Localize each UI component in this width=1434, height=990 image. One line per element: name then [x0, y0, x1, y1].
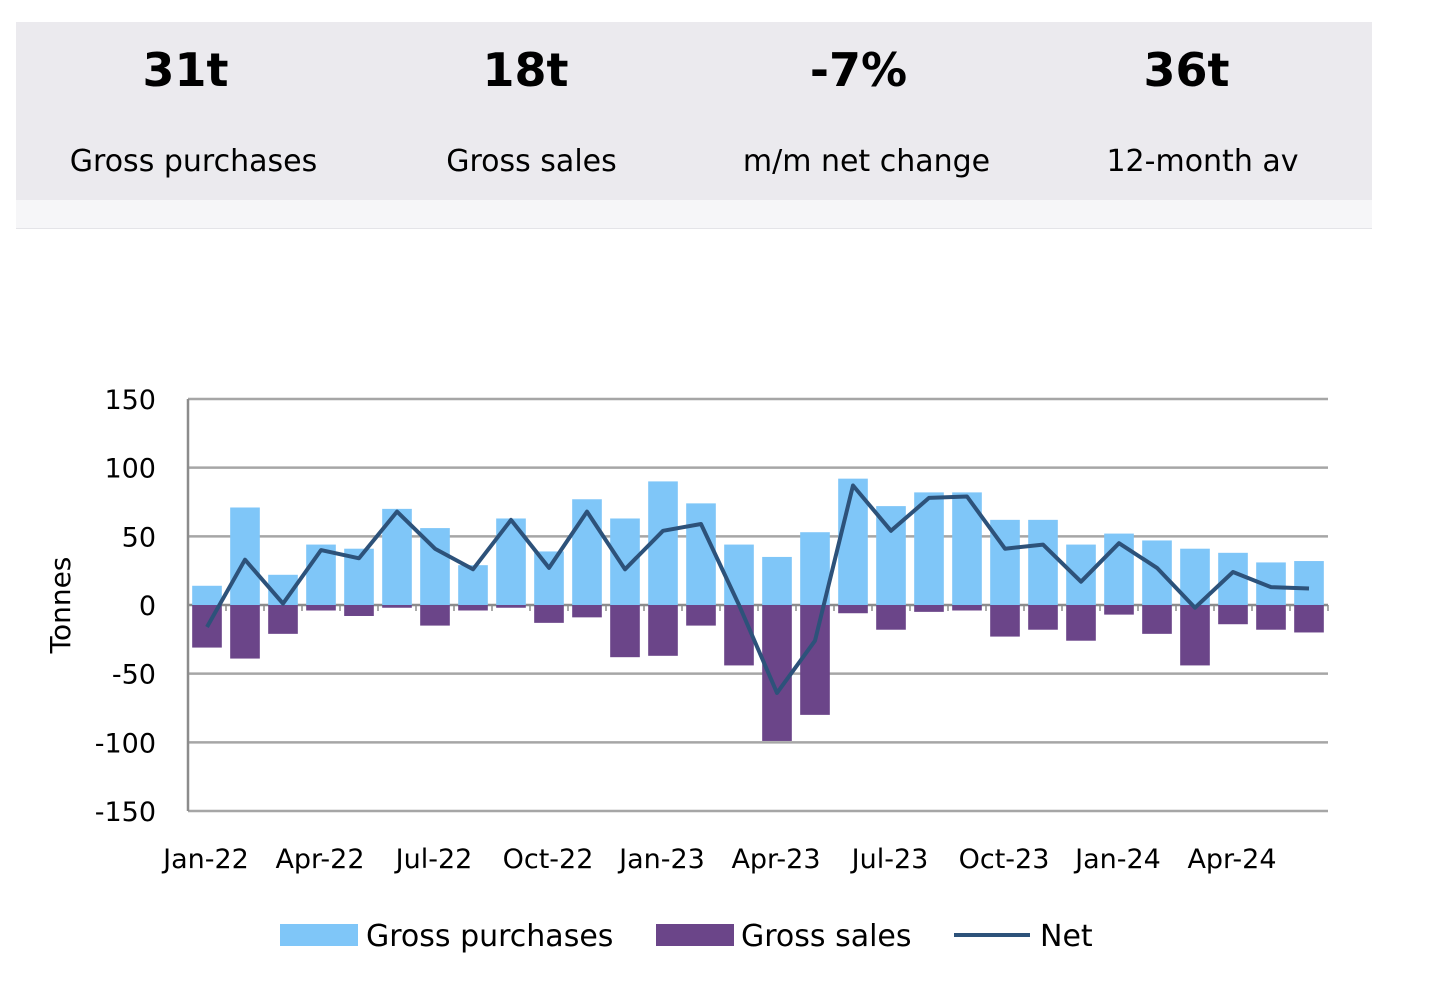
stat-label: Gross sales: [446, 144, 617, 179]
y-tick-label: -100: [95, 728, 156, 759]
y-tick-label: 100: [104, 454, 156, 485]
x-tick-label: Oct-23: [959, 844, 1050, 875]
bar-gross-sales: [420, 605, 450, 626]
bar-gross-sales: [1218, 605, 1248, 625]
bar-gross-purchases: [1142, 540, 1172, 605]
x-tick-label: Jan-22: [161, 844, 249, 875]
bar-gross-sales: [534, 605, 564, 623]
bar-gross-sales: [990, 605, 1020, 637]
x-axis-tick-marks: [187, 605, 1329, 611]
stat-value: 31t: [142, 43, 229, 97]
stat-label: m/m net change: [742, 144, 991, 179]
legend: Gross purchases Gross sales Net: [280, 919, 1093, 954]
bar-gross-purchases: [762, 556, 792, 605]
x-tick-label: Jul-23: [850, 844, 929, 875]
bar-gross-sales: [1066, 605, 1096, 641]
x-tick-label: Apr-23: [731, 844, 820, 875]
y-tick-label: 50: [122, 522, 156, 553]
y-axis-tick-labels: 150 100 50 0 -50 -100 -150: [95, 385, 156, 828]
net-line: [205, 483, 1310, 695]
bar-gross-sales: [1180, 605, 1210, 666]
stats-panel: 31t Gross purchases 18t Gross sales -7% …: [16, 22, 1372, 200]
bar-gross-sales: [458, 605, 488, 611]
bar-gross-sales: [344, 605, 374, 616]
bar-gross-sales: [876, 605, 906, 630]
legend-label-net: Net: [1040, 919, 1093, 954]
stat-label: Gross purchases: [69, 144, 318, 179]
bar-gross-sales: [230, 605, 260, 659]
legend-label-gross-sales: Gross sales: [741, 919, 912, 954]
bar-gross-sales: [838, 605, 868, 614]
bar-gross-purchases: [458, 565, 488, 605]
bar-gross-purchases: [724, 544, 754, 605]
stat-value: -7%: [809, 43, 908, 97]
x-tick-label: Oct-22: [503, 844, 594, 875]
legend-swatch-gross-sales: [656, 924, 734, 946]
purchases-sales-chart: 150 100 50 0 -50 -100 -150 Jan-22 Apr-22 Jul-22 O…: [44, 385, 1329, 954]
legend-swatch-gross-purchases: [280, 924, 358, 946]
bar-gross-sales: [648, 605, 678, 656]
bar-gross-sales: [1294, 605, 1324, 633]
x-tick-label: Jul-22: [394, 844, 473, 875]
bar-gross-sales: [572, 605, 602, 618]
bar-gross-sales: [1104, 605, 1134, 615]
bar-gross-sales: [952, 605, 982, 611]
bar-gross-purchases: [1218, 552, 1248, 605]
bar-gross-sales: [686, 605, 716, 626]
bar-gross-purchases: [192, 585, 222, 605]
stats-panel-footer: [16, 200, 1372, 229]
y-axis-title: Tonnes: [44, 557, 77, 655]
bar-gross-sales: [306, 605, 336, 611]
gross-sales-bars: [192, 605, 1324, 741]
y-tick-label: 0: [139, 591, 156, 622]
bar-gross-purchases: [534, 551, 564, 605]
bar-gross-sales: [610, 605, 640, 658]
x-tick-label: Jan-24: [1073, 844, 1161, 875]
x-tick-label: Jan-23: [617, 844, 705, 875]
bar-gross-sales: [1142, 605, 1172, 634]
stat-gross-purchases: 31t Gross purchases: [24, 22, 363, 200]
bar-gross-purchases: [914, 492, 944, 605]
stat-label: 12-month av: [1106, 144, 1299, 179]
bar-gross-purchases: [572, 499, 602, 605]
stat-gross-sales: 18t Gross sales: [362, 22, 701, 200]
bar-gross-sales: [1028, 605, 1058, 630]
stat-net-change: -7% m/m net change: [697, 22, 1036, 200]
legend-label-gross-purchases: Gross purchases: [366, 919, 613, 954]
bar-gross-purchases: [230, 507, 260, 605]
bar-gross-purchases: [306, 544, 336, 605]
bar-gross-purchases: [1028, 519, 1058, 605]
bar-gross-sales: [914, 605, 944, 612]
x-tick-label: Apr-22: [275, 844, 364, 875]
stat-value: 36t: [1143, 43, 1230, 97]
x-axis-tick-labels: Jan-22 Apr-22 Jul-22 Oct-22 Jan-23 Apr-23 Jul-…: [161, 844, 1276, 875]
y-tick-label: -150: [95, 797, 156, 828]
bar-gross-purchases: [1066, 544, 1096, 605]
bar-gross-purchases: [686, 503, 716, 605]
y-tick-label: 150: [104, 385, 156, 416]
stat-12-month-average: 36t 12-month av: [1033, 22, 1372, 200]
bar-gross-sales: [496, 605, 526, 608]
x-tick-label: Apr-24: [1187, 844, 1276, 875]
gross-purchases-bars: [192, 478, 1324, 605]
bar-gross-sales: [382, 605, 412, 608]
y-tick-label: -50: [112, 660, 156, 691]
bar-gross-purchases: [1294, 561, 1324, 605]
bar-gross-purchases: [610, 518, 640, 605]
stat-value: 18t: [482, 43, 569, 97]
bar-gross-sales: [1256, 605, 1286, 630]
bar-gross-sales: [268, 605, 298, 634]
bar-gross-sales: [724, 605, 754, 666]
bar-gross-sales: [800, 605, 830, 715]
